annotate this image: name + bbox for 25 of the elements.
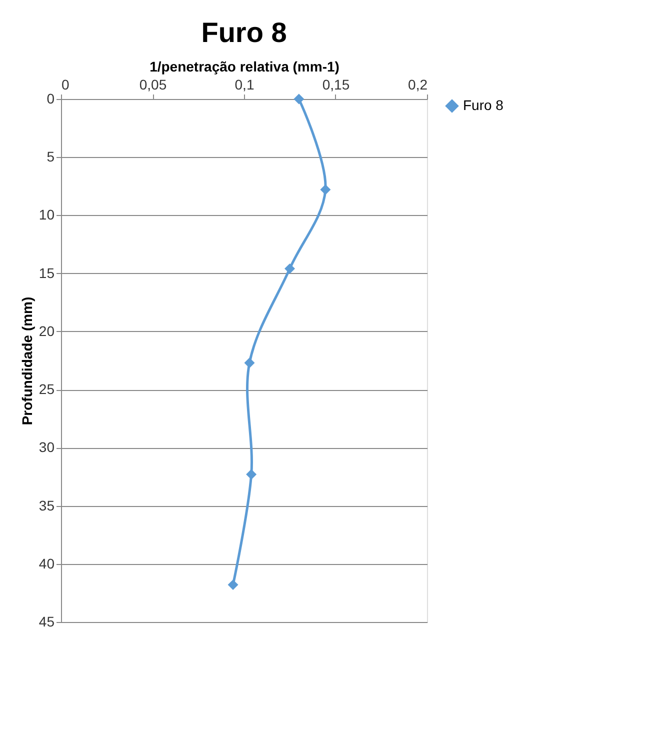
x-tick-label: 0,15: [322, 76, 350, 92]
x-tick-label: 0,2: [408, 76, 428, 92]
y-tick-label: 40: [38, 555, 55, 572]
y-axis-title: Profundidade (mm): [18, 296, 35, 426]
point: [294, 94, 304, 104]
point: [244, 358, 255, 368]
x-tick-label: 0: [62, 76, 70, 92]
y-tick-label: 0: [46, 90, 55, 106]
x-tick-label: 0,1: [234, 76, 254, 92]
legend-label: Furo 8: [463, 97, 504, 113]
point: [284, 263, 295, 274]
y-tick-label: 30: [38, 439, 55, 456]
point: [228, 580, 238, 590]
y-tick-label: 10: [38, 206, 55, 223]
y-tick-label: 5: [46, 148, 55, 165]
x-axis-title: 1/penetração relativa (mm-1): [150, 58, 340, 74]
point: [320, 184, 331, 195]
x-tick-label: 0,05: [139, 76, 167, 92]
y-tick-label: 35: [38, 497, 55, 514]
y-tick-label: 20: [38, 322, 55, 339]
point: [246, 469, 257, 480]
y-tick-label: 15: [38, 264, 55, 281]
chart-title: Furo 8: [201, 17, 287, 48]
y-tick-label: 45: [38, 614, 55, 630]
y-tick-label: 25: [38, 381, 55, 398]
